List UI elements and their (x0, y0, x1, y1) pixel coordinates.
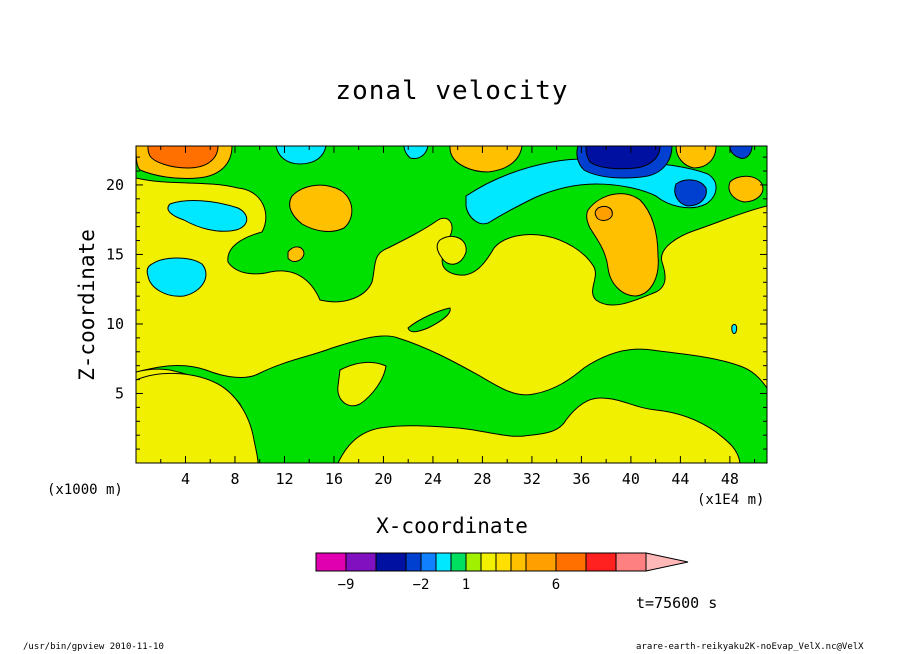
colorbar-swatch (495, 552, 512, 572)
colorbar-swatch (465, 552, 482, 572)
x-tick-label: 24 (424, 470, 442, 488)
colorbar-label: −2 (413, 577, 430, 593)
colorbar-arrow (645, 552, 689, 572)
region-darkblue-jet-core (585, 146, 661, 170)
region-blue-top-right (729, 146, 753, 159)
chart-title: zonal velocity (335, 76, 569, 106)
x-scale-label: (x1E4 m) (697, 492, 765, 508)
colorbar-swatch (345, 552, 377, 572)
region-yellow-bottom-left (136, 373, 259, 463)
region-cyan-top-middle (275, 146, 327, 165)
colorbar-label: 1 (462, 577, 470, 593)
colorbar-swatch (450, 552, 467, 572)
x-tick-label: 8 (230, 470, 239, 488)
x-tick-label: 48 (721, 470, 739, 488)
colorbar-label: −9 (338, 577, 355, 593)
plot-frame (135, 145, 768, 464)
colorbar-swatch (420, 552, 437, 572)
x-unit-label: (x1000 m) (47, 482, 123, 498)
x-tick-label: 20 (374, 470, 392, 488)
colorbar-label: 6 (552, 577, 560, 593)
x-tick-label: 12 (275, 470, 293, 488)
colorbar-swatch (525, 552, 557, 572)
x-tick-label: 36 (572, 470, 590, 488)
heatmap-field (136, 146, 767, 463)
colorbar-swatch (375, 552, 407, 572)
region-cyan-top-center (403, 146, 429, 159)
x-tick-label: 16 (325, 470, 343, 488)
region-lightorange-small-dot (287, 246, 305, 262)
y-ticks: 5 10 15 20 (106, 156, 767, 450)
time-label: t=75600 s (636, 594, 718, 612)
region-cyan-small-right (731, 323, 738, 335)
region-lightorange-right-cell (728, 175, 764, 203)
region-cyan-left-upper (167, 200, 248, 232)
y-tick-label: 15 (106, 245, 124, 263)
x-tick-label: 32 (523, 470, 541, 488)
region-cyan-left-lower (146, 257, 207, 297)
x-tick-label: 40 (622, 470, 640, 488)
colorbar: −9 −2 1 6 (315, 552, 689, 593)
footer-left: /usr/bin/gpview 2010-11-10 (23, 642, 164, 652)
colorbar-swatch (510, 552, 527, 572)
region-blue-right-cell (674, 179, 707, 207)
colorbar-swatch (615, 552, 647, 572)
x-ticks: 4 8 12 16 20 24 28 32 36 40 44 48 (160, 146, 756, 488)
region-darkorange-top-left (147, 146, 219, 169)
x-tick-label: 4 (181, 470, 190, 488)
region-yellow-lens (337, 362, 387, 407)
region-lightorange-mid-left (289, 184, 353, 232)
colorbar-swatch (555, 552, 587, 572)
x-axis-label: X-coordinate (376, 514, 528, 538)
colorbar-swatch (480, 552, 497, 572)
footer-right: arare-earth-reikyaku2K-noEvap_VelX.nc@Ve… (636, 642, 864, 652)
x-tick-label: 44 (671, 470, 689, 488)
y-tick-label: 5 (115, 384, 124, 402)
region-orange-right-center-core (594, 205, 613, 221)
colorbar-swatch (435, 552, 452, 572)
colorbar-swatch (405, 552, 422, 572)
y-tick-label: 20 (106, 176, 124, 194)
region-green-lower (136, 335, 767, 463)
x-tick-label: 28 (473, 470, 491, 488)
colorbar-swatch (585, 552, 617, 572)
region-lightorange-top-right (675, 146, 717, 169)
colorbar-swatch (315, 552, 347, 572)
region-yellow-island (436, 236, 467, 265)
region-green-streak (407, 307, 451, 333)
region-lightorange-top-center (449, 146, 523, 173)
y-tick-label: 10 (106, 315, 124, 333)
